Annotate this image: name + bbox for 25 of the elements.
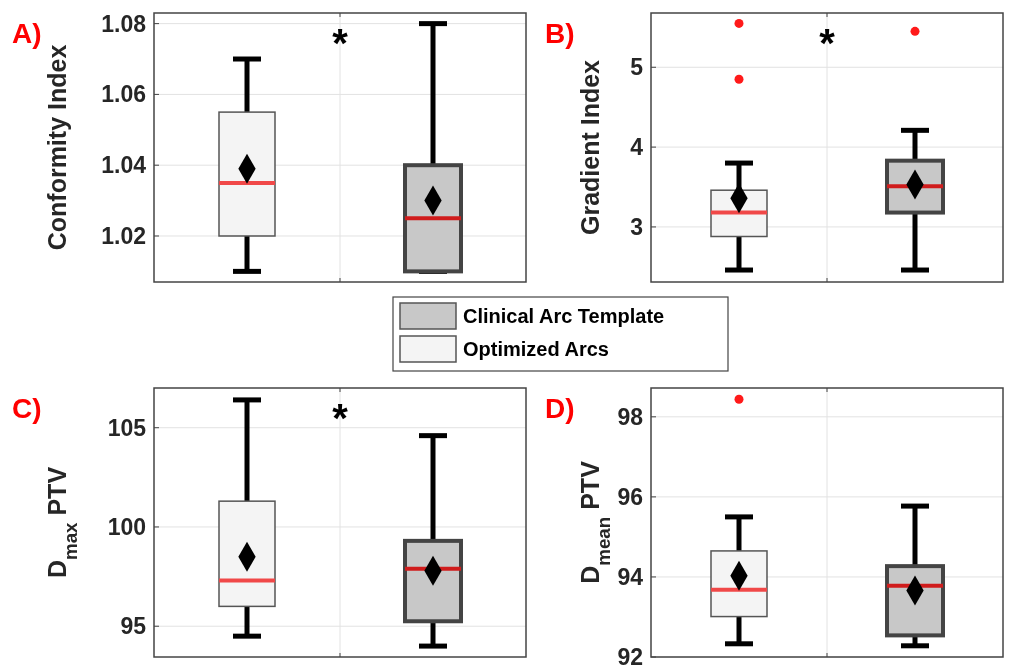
y-tick-label: 98	[617, 403, 644, 430]
y-tick-label: 95	[120, 613, 147, 640]
text: B)	[545, 18, 575, 49]
text: A)	[12, 18, 42, 49]
text: D)	[545, 393, 575, 424]
y-tick-label: 4	[630, 134, 644, 161]
y-tick-label: 96	[617, 483, 643, 510]
y-tick-label: 1.08	[101, 10, 147, 37]
y-axis-title: Conformity Index	[43, 44, 71, 251]
y-tick-label: 94	[617, 563, 644, 590]
y-tick-label: 1.04	[101, 152, 147, 179]
y-axis-title: Gradient Index	[576, 59, 604, 236]
legend-label: Optimized Arcs	[463, 338, 609, 360]
y-tick-label: 1.06	[101, 81, 146, 108]
annotation: *	[332, 396, 349, 440]
y-tick-label: 105	[107, 414, 147, 441]
y-tick-label: 5	[630, 54, 644, 81]
y-tick-label: 3	[630, 213, 643, 240]
annotation: *	[819, 21, 836, 65]
annotation: *	[332, 21, 349, 65]
legend-label: Clinical Arc Template	[463, 305, 665, 327]
text: C)	[12, 393, 42, 424]
y-tick-label: 92	[617, 644, 643, 671]
y-tick-label: 1.02	[101, 223, 146, 250]
y-tick-label: 100	[107, 514, 146, 541]
